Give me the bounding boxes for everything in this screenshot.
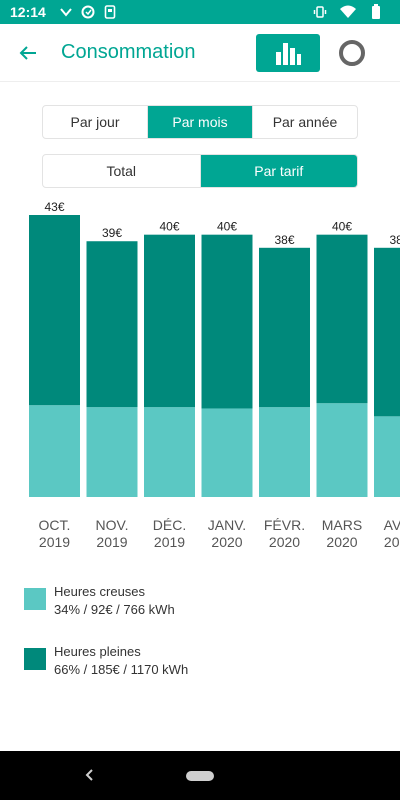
- bar-segment-pleines[interactable]: [86, 241, 138, 408]
- legend-swatch-creuses: [24, 588, 46, 610]
- legend-label: Heures creuses: [54, 584, 146, 599]
- back-button[interactable]: [0, 24, 56, 82]
- x-tick-label: 2020: [384, 534, 400, 550]
- x-tick-label: 2020: [211, 534, 242, 550]
- bar-segment-pleines[interactable]: [259, 247, 310, 408]
- bar-segment-creuses[interactable]: [29, 405, 80, 497]
- page-title: Consommation: [61, 41, 196, 63]
- x-tick-label: OCT.: [39, 517, 71, 533]
- tab-par-jour[interactable]: Par jour: [43, 106, 148, 138]
- bar-total-label: 40€: [332, 220, 352, 234]
- bar-total-label: 40€: [217, 220, 237, 234]
- x-tick-label: DÉC.: [153, 517, 186, 533]
- status-bar: 12:14: [0, 0, 400, 24]
- x-tick-label: 2019: [39, 534, 70, 550]
- tab-par-annee[interactable]: Par année: [272, 114, 338, 130]
- legend-swatch-pleines: [24, 648, 46, 670]
- sync-icon: [80, 4, 96, 20]
- bar-segment-pleines[interactable]: [29, 215, 80, 406]
- bar-segment-pleines[interactable]: [316, 234, 368, 404]
- bar-chart-view-button[interactable]: [256, 34, 320, 72]
- bar-segment-pleines[interactable]: [201, 234, 253, 409]
- sim-icon: [102, 4, 118, 20]
- tab-par-tarif[interactable]: Par tarif: [200, 155, 357, 187]
- bar-segment-creuses[interactable]: [374, 416, 400, 497]
- x-tick-label: 2020: [269, 534, 300, 550]
- legend-item-heures-pleines: Heures pleines 66% / 185€ / 1170 kWh: [24, 644, 324, 684]
- x-tick-label: 2019: [154, 534, 185, 550]
- chevron-down-icon: [58, 4, 74, 20]
- x-tick-label: 2020: [326, 534, 357, 550]
- vibrate-icon: [312, 4, 328, 20]
- view-toggle: [256, 34, 384, 72]
- legend-detail: 34% / 92€ / 766 kWh: [54, 602, 175, 617]
- battery-icon: [368, 4, 384, 20]
- mode-selector: Total Par tarif: [42, 154, 358, 188]
- bar-segment-creuses[interactable]: [144, 407, 195, 497]
- x-tick-label: FÉVR.: [264, 517, 305, 533]
- legend-detail: 66% / 185€ / 1170 kWh: [54, 662, 189, 677]
- bar-segment-pleines[interactable]: [374, 247, 400, 417]
- bar-total-label: 40€: [159, 220, 179, 234]
- period-selector: Par jour Par mois Par année: [42, 105, 358, 139]
- nav-home-button[interactable]: [186, 770, 214, 781]
- arrow-left-icon: [19, 45, 36, 60]
- status-time: 12:14: [10, 4, 46, 20]
- bar-total-label: 39€: [102, 226, 122, 240]
- bar-segment-pleines[interactable]: [144, 234, 195, 408]
- legend-item-heures-creuses: Heures creuses 34% / 92€ / 766 kWh: [24, 584, 324, 624]
- tab-total[interactable]: Total: [43, 155, 201, 187]
- consumption-bar-chart[interactable]: 43€OCT.201939€NOV.201940€DÉC.201940€JANV…: [0, 190, 400, 560]
- bar-segment-creuses[interactable]: [201, 408, 253, 497]
- bar-total-label: 38€: [389, 233, 400, 247]
- bar-chart-icon: [276, 43, 301, 65]
- app-bar: Consommation: [0, 24, 400, 82]
- nav-back-icon[interactable]: [80, 765, 100, 785]
- legend-label: Heures pleines: [54, 644, 141, 659]
- wifi-icon: [340, 4, 356, 20]
- bar-total-label: 43€: [44, 200, 64, 214]
- donut-chart-view-button[interactable]: [320, 34, 384, 72]
- system-nav-bar: [0, 751, 400, 800]
- x-tick-label: MARS: [322, 517, 362, 533]
- x-tick-label: NOV.: [96, 517, 129, 533]
- bar-segment-creuses[interactable]: [86, 407, 138, 497]
- x-tick-label: AVR.: [384, 517, 400, 533]
- donut-chart-icon: [339, 40, 365, 66]
- x-tick-label: 2019: [96, 534, 127, 550]
- bar-total-label: 38€: [274, 233, 294, 247]
- bar-segment-creuses[interactable]: [316, 403, 368, 497]
- bar-segment-creuses[interactable]: [259, 407, 310, 497]
- tab-par-mois[interactable]: Par mois: [148, 106, 253, 138]
- x-tick-label: JANV.: [208, 517, 246, 533]
